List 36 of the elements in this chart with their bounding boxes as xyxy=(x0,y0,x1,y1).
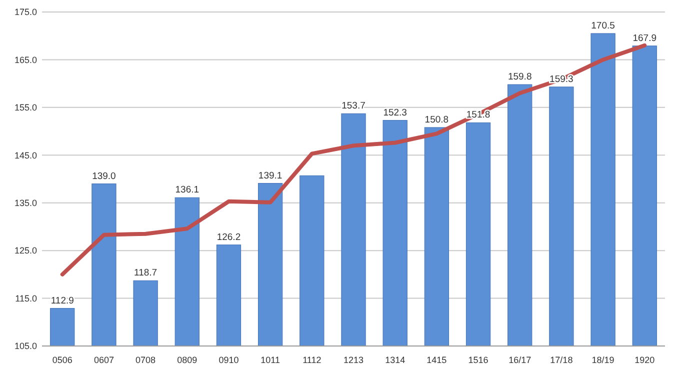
x-tick-label: 0809 xyxy=(177,355,198,365)
y-tick-label: 145.0 xyxy=(14,150,37,160)
data-label: 152.3 xyxy=(383,107,407,118)
x-tick-label: 0607 xyxy=(94,355,114,365)
data-label: 118.7 xyxy=(134,268,158,279)
data-label: 139.1 xyxy=(258,170,282,182)
x-tick-label: 1213 xyxy=(343,355,364,365)
x-tick-label: 0506 xyxy=(52,355,72,365)
data-label: 126.2 xyxy=(216,232,241,243)
line-series xyxy=(60,43,647,276)
x-tick-label: 1516 xyxy=(468,355,488,365)
y-tick-label: 105.0 xyxy=(14,341,37,352)
y-tick-label: 165.0 xyxy=(14,54,37,65)
x-tick-label: 18/19 xyxy=(592,355,614,365)
y-tick-label: 135.0 xyxy=(14,198,37,208)
x-tick-label: 17/18 xyxy=(550,355,573,365)
x-tick-label: 16/17 xyxy=(508,355,532,365)
data-label: 150.8 xyxy=(424,114,449,126)
x-tick-label: 1011 xyxy=(260,355,280,365)
data-label: 167.9 xyxy=(632,32,657,44)
y-tick-label: 115.0 xyxy=(15,293,37,304)
y-tick-label: 155.0 xyxy=(14,102,37,113)
data-label: 153.7 xyxy=(342,100,366,112)
x-tick-label: 1314 xyxy=(385,355,406,365)
y-tick-label: 175.0 xyxy=(14,7,37,18)
x-tick-label: 1415 xyxy=(426,355,447,365)
data-label: 159.8 xyxy=(508,72,532,83)
y-tick-label: 125.0 xyxy=(14,246,37,256)
data-label: 112.9 xyxy=(50,295,74,306)
x-tick-label: 1920 xyxy=(634,355,655,365)
x-tick-label: 0910 xyxy=(218,355,239,365)
x-tick-label: 0708 xyxy=(136,355,156,365)
x-tick-label: 1112 xyxy=(302,355,322,365)
data-label: 170.5 xyxy=(591,20,615,32)
data-label: 136.1 xyxy=(175,184,200,196)
data-label: 139.0 xyxy=(92,170,116,182)
